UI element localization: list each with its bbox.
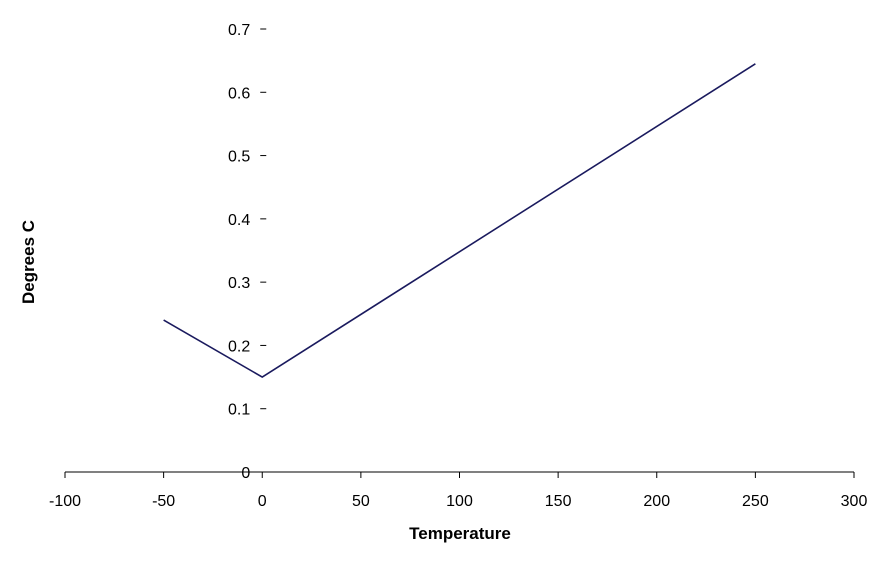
y-tick-label: 0.6 [228, 85, 250, 102]
y-axis: 0 0.1 0.2 0.3 0.4 0.5 0.6 0.7 [228, 22, 267, 482]
y-tick-label: 0.3 [228, 275, 250, 292]
y-tick-label: 0.2 [228, 338, 250, 355]
x-tick-label: 250 [742, 493, 769, 510]
y-tick-label: 0.4 [228, 212, 250, 229]
y-tick-label: 0.5 [228, 149, 250, 166]
x-tick-label: 150 [545, 493, 572, 510]
series-line-0 [163, 63, 756, 379]
x-tick-label: 300 [841, 493, 868, 510]
x-axis: -100 -50 0 50 100 150 200 250 300 [49, 471, 868, 510]
x-tick-label: 0 [258, 493, 267, 510]
x-tick-label: 100 [446, 493, 473, 510]
y-tick-label: 0.1 [228, 402, 250, 419]
x-tick-label: -100 [49, 493, 81, 510]
y-tick-label: 0.7 [228, 22, 250, 39]
x-tick-label: -50 [152, 493, 175, 510]
y-axis-title: Degrees C [19, 220, 38, 304]
y-tick-label: 0 [241, 465, 250, 482]
series-layer [163, 63, 756, 379]
x-axis-title: Temperature [409, 524, 511, 543]
x-tick-label: 200 [643, 493, 670, 510]
x-tick-label: 50 [352, 493, 370, 510]
